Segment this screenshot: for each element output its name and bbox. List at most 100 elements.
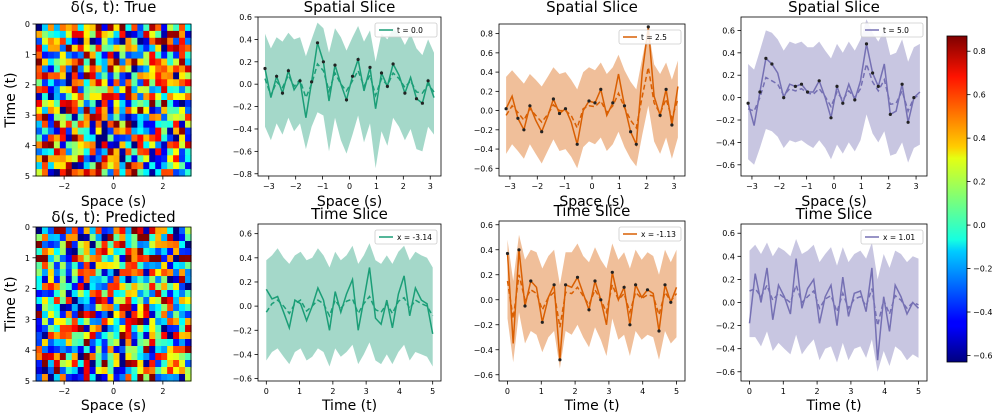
- heatmap-cell: [107, 100, 115, 108]
- heatmap-cell: [83, 339, 91, 347]
- heatmap-cell: [83, 24, 91, 32]
- heatmap-cell: [125, 30, 132, 39]
- heatmap-cell: [77, 297, 85, 305]
- heatmap-cell: [179, 227, 186, 235]
- heatmap-cell: [41, 360, 49, 368]
- heatmap-cell: [71, 346, 79, 354]
- heatmap-cell: [185, 134, 192, 143]
- heatmap-cell: [36, 325, 43, 333]
- observation-point: [528, 104, 532, 108]
- heatmap-cell: [53, 58, 61, 67]
- heatmap-cell: [143, 58, 150, 67]
- heatmap-cell: [131, 120, 138, 129]
- heatmap-cell: [155, 30, 162, 39]
- heatmap-cell: [185, 227, 192, 235]
- heatmap-cell: [161, 304, 168, 312]
- observation-point: [906, 120, 910, 124]
- heatmap-cell: [143, 37, 150, 46]
- heatmap-cell: [89, 51, 97, 60]
- heatmap-cell: [149, 141, 156, 149]
- heatmap-cell: [53, 30, 61, 39]
- heatmap-cell: [113, 100, 121, 108]
- heatmap-cell: [59, 346, 67, 354]
- heatmap-cell: [95, 241, 103, 249]
- heatmap-cell: [41, 346, 49, 354]
- x-tick-label: −3: [746, 182, 758, 191]
- heatmap-cell: [161, 169, 168, 177]
- heatmap-cell: [149, 297, 156, 305]
- heatmap-cell: [161, 241, 168, 249]
- heatmap-cell: [167, 318, 174, 326]
- heatmap-cell: [161, 30, 168, 39]
- heatmap-cell: [89, 155, 97, 163]
- heatmap-cell: [155, 276, 162, 284]
- heatmap-cell: [95, 290, 103, 298]
- heatmap-cell: [65, 24, 73, 32]
- heatmap-cell: [185, 241, 192, 249]
- heatmap-cell: [59, 113, 67, 122]
- heatmap-cell: [179, 276, 186, 284]
- heatmap-cell: [95, 297, 103, 305]
- heatmap-cell: [179, 93, 186, 101]
- heatmap-cell: [65, 100, 73, 108]
- heatmap-cell: [119, 37, 127, 46]
- heatmap-cell: [47, 58, 55, 67]
- heatmap-cell: [59, 93, 67, 101]
- heatmap-cell: [83, 169, 91, 177]
- observation-point: [403, 91, 407, 95]
- x-tick-label: 5: [916, 387, 921, 396]
- heatmap-cell: [137, 255, 144, 263]
- heatmap-cell: [83, 346, 91, 354]
- heatmap-cell: [89, 120, 97, 129]
- heatmap-cell: [36, 248, 43, 256]
- heatmap-cell: [155, 127, 162, 136]
- heatmap-cell: [185, 127, 192, 136]
- heatmap-cell: [89, 353, 97, 361]
- heatmap-cell: [107, 241, 115, 249]
- heatmap-cell: [173, 162, 180, 170]
- heatmap-cell: [101, 262, 109, 270]
- heatmap-cell: [155, 248, 162, 256]
- heatmap-cell: [179, 269, 186, 277]
- heatmap-cell: [179, 141, 186, 149]
- observation-point: [912, 96, 916, 100]
- heatmap-cell: [77, 24, 85, 32]
- heatmap-cell: [125, 269, 132, 277]
- heatmap-cell: [107, 248, 115, 256]
- y-tick-label: −0.4: [233, 350, 252, 359]
- heatmap-cell: [119, 304, 127, 312]
- heatmap-cell: [155, 72, 162, 80]
- heatmap-cell: [53, 241, 61, 249]
- heatmap-cell: [185, 234, 192, 242]
- heatmap-cell: [131, 51, 138, 60]
- heatmap-cell: [89, 276, 97, 284]
- heatmap-cell: [65, 134, 73, 143]
- heatmap-cell: [47, 127, 55, 136]
- heatmap-cell: [143, 86, 150, 94]
- heatmap-cell: [161, 58, 168, 67]
- heatmap-cell: [173, 255, 180, 263]
- heatmap-cell: [89, 360, 97, 368]
- heatmap-cell: [167, 255, 174, 263]
- observation-point: [587, 308, 591, 312]
- observation-point: [622, 104, 627, 108]
- heatmap-cell: [179, 100, 186, 108]
- heatmap-cell: [36, 169, 43, 177]
- heatmap-cell: [125, 24, 132, 32]
- heatmap-cell: [71, 72, 79, 80]
- heatmap-cell: [173, 367, 180, 375]
- heatmap-cell: [65, 37, 73, 46]
- heatmap-cell: [155, 360, 162, 368]
- heatmap-cell: [71, 169, 79, 177]
- heatmap-cell: [41, 30, 49, 39]
- heatmap-cell: [89, 304, 97, 312]
- heatmap-cell: [41, 134, 49, 143]
- heatmap-cell: [77, 155, 85, 163]
- heatmap-cell: [101, 162, 109, 170]
- heatmap-cell: [47, 255, 55, 263]
- heatmap-cell: [65, 65, 73, 73]
- heatmap-cell: [83, 106, 91, 115]
- heatmap-cell: [161, 262, 168, 270]
- heatmap-cell: [47, 346, 55, 354]
- heatmap-cell: [65, 304, 73, 312]
